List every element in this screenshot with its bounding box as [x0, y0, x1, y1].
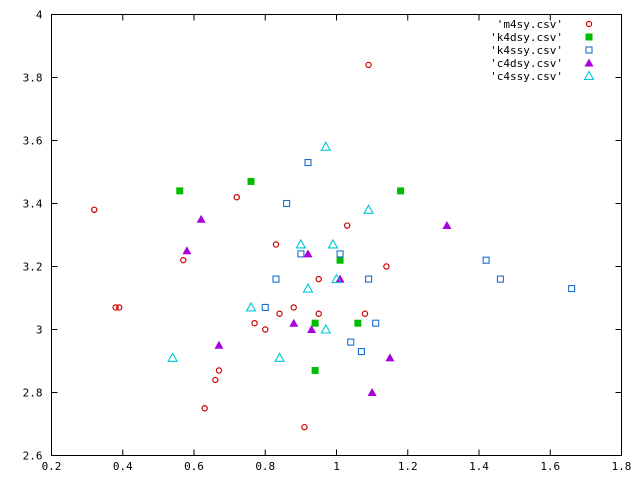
y-tick-label: 3	[36, 324, 43, 337]
y-tick-label: 3.2	[23, 261, 43, 274]
series-3	[182, 214, 452, 396]
axes: 0.2 0.4 0.6 0.8 1 1.2 1.4 1.6 1.8 2.6 2.8 3 3.2 3.4 3.…	[23, 9, 632, 474]
data-point	[363, 204, 375, 214]
x-tick-label: 1.2	[398, 460, 418, 473]
x-tick-label: 0.8	[255, 460, 275, 473]
data-point	[365, 61, 372, 69]
data-point	[274, 352, 285, 362]
y-tick-label: 4	[36, 9, 43, 22]
data-point	[496, 275, 504, 283]
data-point	[365, 275, 373, 283]
data-point	[112, 304, 119, 311]
data-point	[283, 199, 291, 208]
legend-label: 'k4ssy.csv'	[490, 44, 563, 57]
y-tick-label: 3.4	[23, 198, 43, 211]
data-point	[262, 326, 269, 333]
y-tick-label: 3.6	[23, 135, 43, 148]
data-point	[320, 323, 332, 334]
data-point	[302, 282, 314, 293]
data-point	[442, 221, 452, 230]
data-point	[272, 241, 280, 248]
legend-marker	[585, 46, 593, 54]
data-point	[327, 238, 339, 249]
data-point	[272, 275, 280, 283]
data-point	[247, 177, 255, 185]
data-point	[311, 366, 319, 374]
data-point	[320, 141, 332, 151]
legend-label: 'm4sy.csv'	[497, 18, 563, 31]
series-1	[176, 177, 405, 374]
legend-label: 'c4dsy.csv'	[490, 57, 563, 70]
data-point	[568, 284, 576, 293]
data-point	[167, 352, 179, 362]
data-point	[182, 246, 192, 255]
data-point	[343, 222, 351, 229]
data-point	[361, 310, 369, 317]
data-point	[180, 257, 187, 264]
data-point	[276, 310, 283, 317]
data-point	[289, 318, 299, 327]
data-point	[115, 304, 123, 311]
data-point	[290, 304, 297, 311]
series-2	[261, 159, 576, 356]
data-point	[212, 376, 219, 384]
data-point	[357, 347, 365, 356]
data-point	[315, 275, 322, 283]
x-tick-label: 1.4	[469, 460, 489, 473]
legend: 'm4sy.csv''k4dsy.csv''k4ssy.csv''c4dsy.c…	[490, 18, 595, 83]
data-point	[196, 214, 206, 223]
data-point	[307, 325, 317, 333]
data-point	[214, 340, 224, 349]
data-point	[304, 159, 312, 167]
x-tick-label: 1	[333, 460, 340, 473]
series-0	[91, 61, 390, 431]
data-point	[367, 388, 377, 396]
data-point	[303, 249, 313, 258]
data-point	[176, 187, 184, 195]
data-point	[315, 310, 322, 317]
data-points	[91, 61, 576, 431]
data-point	[201, 405, 208, 412]
y-tick-label: 3.8	[23, 72, 43, 85]
data-point	[91, 206, 98, 213]
legend-marker	[583, 70, 595, 81]
legend-label: 'c4ssy.csv'	[490, 70, 563, 83]
data-point	[336, 256, 344, 264]
y-tick-label: 2.8	[23, 387, 43, 400]
data-point	[336, 250, 344, 258]
data-point	[347, 338, 355, 346]
data-point	[215, 367, 223, 374]
legend-marker	[585, 20, 593, 28]
data-point	[383, 263, 390, 270]
data-point	[385, 353, 395, 362]
x-tick-label: 1.6	[540, 460, 560, 473]
data-point	[295, 238, 307, 249]
data-point	[372, 319, 380, 327]
data-point	[233, 193, 240, 201]
data-point	[297, 250, 305, 258]
legend-marker	[585, 33, 593, 41]
data-point	[354, 319, 362, 327]
data-point	[245, 301, 257, 312]
data-point	[251, 320, 258, 327]
data-point	[301, 423, 308, 431]
x-tick-label: 0.4	[113, 460, 133, 473]
data-point	[311, 319, 319, 327]
legend-label: 'k4dsy.csv'	[490, 31, 563, 44]
data-point	[261, 303, 269, 312]
data-point	[331, 273, 342, 284]
legend-marker	[584, 58, 594, 67]
y-tick-label: 2.6	[23, 450, 43, 463]
data-point	[482, 256, 490, 264]
x-tick-label: 1.8	[612, 460, 632, 473]
x-tick-label: 0.2	[42, 460, 62, 473]
data-point	[397, 187, 405, 195]
series-4	[167, 141, 375, 362]
x-tick-label: 0.6	[184, 460, 204, 473]
data-point	[335, 274, 345, 283]
